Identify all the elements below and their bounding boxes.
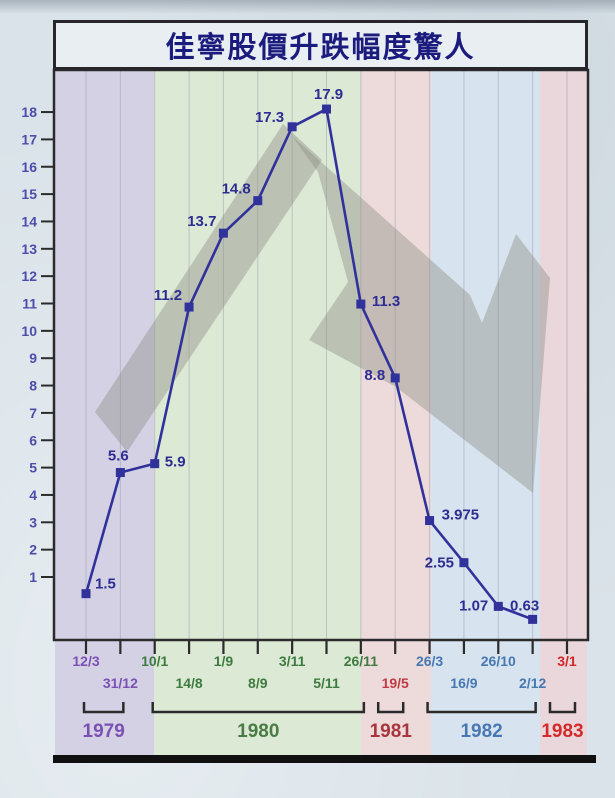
y-tick-label: 15: [21, 186, 37, 202]
trend-arrow-fall: [292, 136, 550, 493]
y-tick-label: 13: [21, 241, 37, 257]
data-point-label: 17.3: [255, 109, 284, 126]
year-label: 1983: [541, 721, 583, 742]
y-tick-label: 14: [21, 213, 37, 229]
year-bracket: [376, 702, 405, 714]
year-bracket: [548, 702, 577, 714]
x-tick-label: 10/1: [141, 653, 168, 669]
y-tick-label: 8: [29, 378, 37, 394]
data-point-label: 8.8: [364, 367, 385, 384]
data-point-marker: [115, 468, 125, 478]
data-point-label: 1.07: [459, 597, 488, 614]
chart-title-box: 佳寧股價升跌幅度驚人: [53, 20, 588, 70]
trend-arrow: [95, 124, 550, 493]
data-point-marker: [81, 589, 91, 599]
chart-title: 佳寧股價升跌幅度驚人: [165, 32, 476, 64]
y-tick-label: 4: [29, 487, 37, 503]
y-tick-label: 2: [29, 542, 37, 558]
year-axis: 1979 1980 1981 1982 1983: [83, 702, 584, 742]
y-tick-label: 3: [29, 514, 37, 530]
y-tick-label: 18: [21, 104, 37, 120]
bottom-bar: [53, 755, 596, 763]
year-bracket: [82, 702, 125, 714]
data-point-label: 2.55: [425, 555, 454, 572]
year-label: 1980: [237, 721, 279, 742]
x-tick-label: 31/12: [103, 675, 138, 691]
y-tick-label: 6: [29, 432, 37, 448]
data-point-label: 11.3: [372, 293, 400, 310]
y-tick-label: 1: [29, 569, 37, 585]
price-line: [84, 107, 534, 621]
x-tick-label: 3/1: [557, 653, 577, 669]
x-tick-label: 26/11: [344, 653, 378, 669]
data-point-marker: [356, 299, 366, 309]
x-tick-label: 14/8: [175, 675, 202, 691]
x-tick-label: 26/10: [481, 653, 516, 669]
data-point-label: 5.6: [108, 448, 129, 465]
data-point-label: 11.2: [154, 287, 182, 304]
data-point-marker: [150, 459, 160, 469]
x-tick-label: 26/3: [416, 653, 443, 669]
x-tick-label: 3/11: [279, 653, 306, 669]
year-label: 1982: [460, 721, 502, 742]
x-tick-label: 5/11: [313, 675, 340, 691]
y-tick-label: 9: [29, 350, 37, 366]
data-point-marker: [459, 558, 469, 568]
data-point-marker: [253, 196, 263, 206]
year-label: 1981: [370, 721, 413, 742]
data-point-label: 17.9: [314, 86, 343, 103]
data-point-marker: [425, 516, 435, 526]
y-tick-label: 12: [21, 268, 37, 284]
x-tick-label: 1/9: [214, 653, 234, 669]
year-label: 1979: [83, 721, 125, 742]
data-point-marker: [321, 104, 331, 114]
data-point-marker: [218, 228, 228, 238]
data-point-label: 0.63: [510, 597, 539, 614]
data-point-label: 5.9: [165, 454, 186, 471]
data-point-marker: [493, 601, 503, 611]
plot-border: [52, 68, 590, 642]
data-point-label: 14.8: [222, 181, 251, 198]
y-tick-label: 7: [29, 405, 37, 421]
y-tick-label: 5: [29, 460, 37, 476]
price-series: 1.5 5.6 5.9 11.2 13.7 14.8 17.3 17.9 11.3 8.8 3.97…: [81, 86, 539, 624]
x-tick-label: 19/5: [382, 675, 409, 691]
x-tick-label: 16/9: [450, 675, 477, 691]
data-point-label: 1.5: [95, 576, 116, 593]
bottom-bar-rect: [53, 755, 596, 763]
year-bracket: [426, 702, 537, 714]
y-tick-label: 10: [21, 323, 37, 339]
y-tick-label: 16: [21, 159, 37, 175]
x-tick-label: 2/12: [519, 675, 546, 691]
plot-border-rect: [52, 68, 590, 642]
x-tick-label: 8/9: [248, 675, 268, 691]
data-point-marker: [528, 614, 538, 624]
data-point-marker: [184, 302, 194, 312]
data-point-marker: [287, 122, 297, 132]
data-point-marker: [390, 373, 400, 383]
data-point-label: 3.975: [442, 507, 480, 524]
x-tick-label: 12/3: [72, 653, 99, 669]
y-tick-label: 17: [21, 131, 37, 147]
data-point-label: 13.7: [187, 213, 216, 230]
y-tick-label: 11: [22, 296, 37, 312]
gridlines: [85, 71, 568, 639]
trend-arrow-rise: [95, 124, 322, 452]
year-bracket: [151, 702, 366, 714]
